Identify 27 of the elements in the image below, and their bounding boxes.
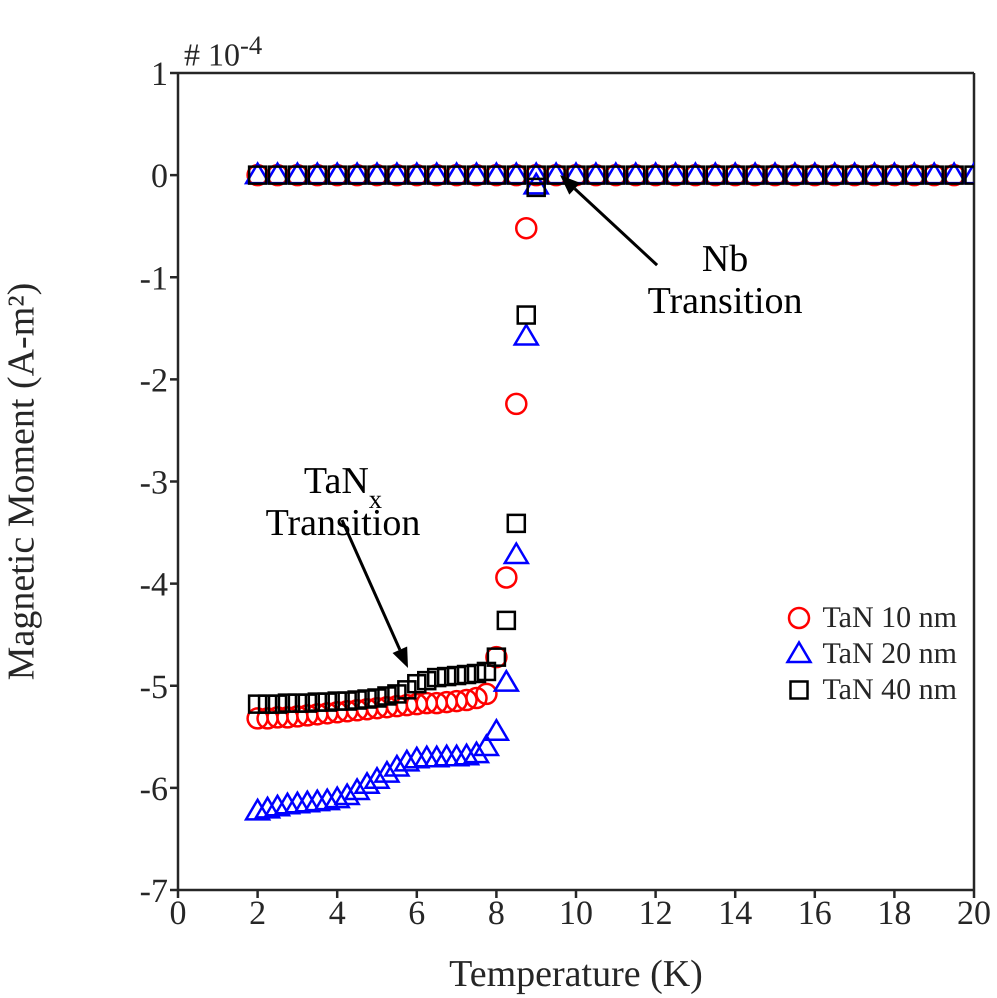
x-tick-label: 16 [798,895,832,932]
legend-label: TaN 40 nm [822,673,957,707]
y-tick-label: -7 [140,873,168,910]
y-tick-label: -3 [140,464,168,502]
x-tick-label: 2 [249,895,266,932]
x-tick-label: 14 [718,895,752,932]
x-tick-label: 4 [328,895,346,932]
y-tick-label: -1 [140,260,168,298]
annotation: Nb Transition [648,238,803,322]
legend-label: TaN 20 nm [822,637,957,671]
x-tick-label: 18 [877,895,912,932]
y-tick-label: -6 [140,770,168,808]
y-tick-label: -4 [140,566,168,604]
y-axis-title: Magnetic Moment (A-m²) [0,282,42,680]
legend-label: TaN 10 nm [822,601,957,635]
x-tick-label: 12 [638,895,673,932]
x-tick-label: 20 [957,895,991,932]
text: # 10$^{-4}$ [184,30,262,74]
x-tick-label: 6 [408,895,426,932]
y-tick-label: 0 [151,158,168,196]
y-tick-label: 1 [151,56,168,94]
y-tick-label: -2 [140,362,168,400]
y-tick-label: -5 [140,668,168,706]
annotation: TaN$_{x}$ Transition [266,460,420,544]
x-tick-label: 8 [488,895,505,932]
x-axis-title: Temperature (K) [449,953,703,995]
x-tick-label: 10 [559,895,593,932]
